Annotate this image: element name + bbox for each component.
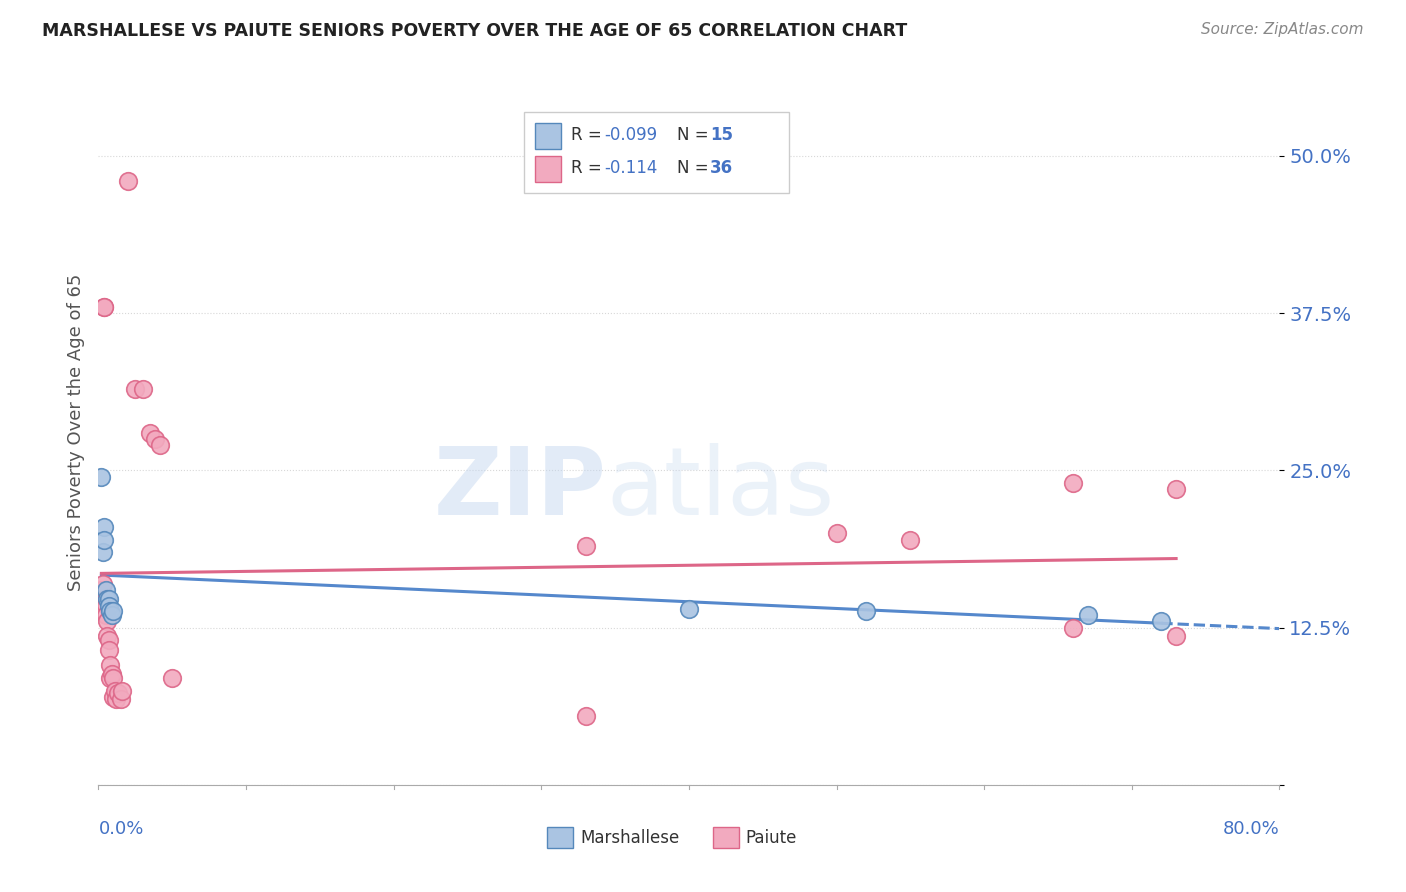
- Point: [97, 643, 120, 657]
- Point: [93, 300, 115, 314]
- Text: Marshallese: Marshallese: [581, 829, 679, 847]
- Point: [110, 692, 132, 706]
- Text: R =: R =: [571, 127, 607, 145]
- Point: [825, 526, 848, 541]
- Text: -0.114: -0.114: [605, 160, 657, 178]
- Point: [1166, 482, 1188, 496]
- Point: [162, 671, 183, 685]
- Point: [143, 432, 166, 446]
- Point: [98, 604, 121, 618]
- Point: [124, 382, 146, 396]
- Point: [575, 539, 598, 553]
- Text: atlas: atlas: [606, 443, 835, 535]
- Point: [98, 658, 121, 673]
- Text: 15: 15: [710, 127, 733, 145]
- Point: [90, 582, 112, 597]
- Point: [103, 604, 125, 618]
- Text: MARSHALLESE VS PAIUTE SENIORS POVERTY OVER THE AGE OF 65 CORRELATION CHART: MARSHALLESE VS PAIUTE SENIORS POVERTY OV…: [42, 22, 907, 40]
- Point: [94, 591, 117, 606]
- Text: N =: N =: [678, 160, 714, 178]
- Point: [93, 520, 115, 534]
- Point: [91, 576, 114, 591]
- Point: [96, 630, 118, 644]
- Bar: [536, 122, 561, 149]
- Text: 0.0%: 0.0%: [98, 821, 143, 838]
- Point: [100, 667, 122, 681]
- FancyBboxPatch shape: [523, 112, 789, 193]
- Point: [1166, 630, 1188, 644]
- Point: [149, 438, 172, 452]
- Point: [97, 591, 120, 606]
- Text: -0.099: -0.099: [605, 127, 657, 145]
- Point: [93, 300, 115, 314]
- Text: 80.0%: 80.0%: [1223, 821, 1279, 838]
- Bar: [713, 827, 738, 848]
- Point: [900, 533, 922, 547]
- Point: [117, 174, 139, 188]
- Point: [855, 604, 877, 618]
- Point: [97, 633, 120, 648]
- Point: [94, 608, 117, 623]
- Point: [97, 599, 120, 614]
- Point: [94, 582, 117, 597]
- Point: [678, 601, 700, 615]
- Point: [132, 382, 155, 396]
- Point: [94, 598, 117, 612]
- Point: [90, 469, 112, 483]
- Text: N =: N =: [678, 127, 714, 145]
- Point: [98, 671, 121, 685]
- Text: Paiute: Paiute: [745, 829, 797, 847]
- Point: [96, 615, 118, 629]
- Text: 36: 36: [710, 160, 734, 178]
- Point: [139, 425, 162, 440]
- Point: [1077, 608, 1099, 623]
- Point: [1062, 475, 1084, 490]
- Text: Source: ZipAtlas.com: Source: ZipAtlas.com: [1201, 22, 1364, 37]
- Point: [103, 671, 125, 685]
- Point: [575, 708, 598, 723]
- Point: [105, 692, 128, 706]
- Point: [100, 608, 122, 623]
- Point: [93, 533, 115, 547]
- Text: ZIP: ZIP: [433, 443, 606, 535]
- Point: [91, 545, 114, 559]
- Point: [96, 591, 118, 606]
- Bar: [547, 827, 574, 848]
- Point: [111, 683, 134, 698]
- Point: [104, 683, 127, 698]
- Point: [103, 690, 125, 704]
- Point: [107, 686, 129, 700]
- Y-axis label: Seniors Poverty Over the Age of 65: Seniors Poverty Over the Age of 65: [66, 274, 84, 591]
- Point: [1150, 615, 1173, 629]
- Text: R =: R =: [571, 160, 612, 178]
- Bar: [536, 156, 561, 183]
- Point: [1062, 621, 1084, 635]
